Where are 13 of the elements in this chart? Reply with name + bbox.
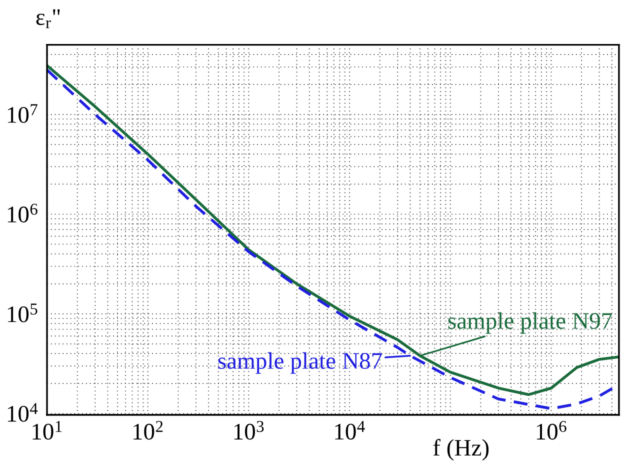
x-tick-label: 10$^{4}$ xyxy=(335,420,365,440)
y-tick-label: 10$^{4}$ xyxy=(8,403,38,422)
y-tick-label: 10$^{5}$ xyxy=(8,304,38,322)
y-tick-label: 10$^{7}$ xyxy=(8,104,38,123)
x-tick-label: 10$^{1}$ xyxy=(32,420,62,440)
annotation: sample plate N87 xyxy=(218,352,382,374)
x-tick-label: 10$^{3}$ xyxy=(234,420,264,440)
y-tick-label: 10$^{6}$ xyxy=(8,204,38,222)
annotation: sample plate N97 xyxy=(448,312,612,334)
x-tick-label: 10$^{6}$ xyxy=(536,420,566,440)
x-tick-label: 10$^{2}$ xyxy=(134,420,163,440)
y-axis-title: ε$_{r}$" xyxy=(36,9,60,28)
x-axis-title: f (Hz) xyxy=(433,438,489,461)
